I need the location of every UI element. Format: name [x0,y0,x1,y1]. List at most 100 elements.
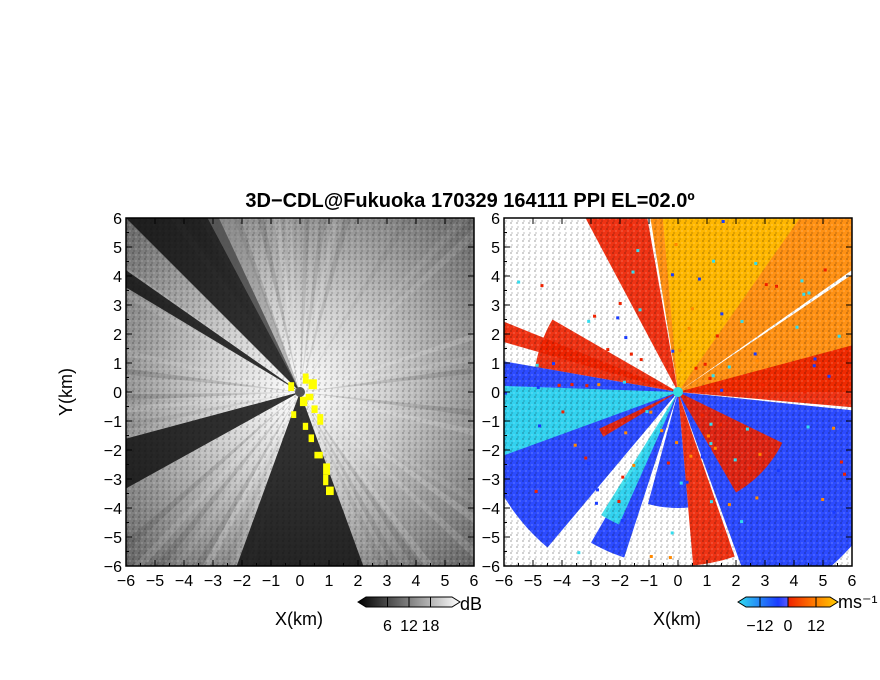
velocity-speckle [666,461,670,465]
velocity-speckle [753,352,757,356]
y-tick-label: −5 [104,530,122,547]
reflectivity-highlight [308,434,315,443]
velocity-speckle [754,261,758,265]
velocity-speckle [618,301,622,305]
velocity-speckle [832,510,836,514]
velocity-speckle [776,469,780,473]
reflectivity-colorbar-unit: dB [460,594,482,614]
colorbar-tick-label: 0 [784,618,793,635]
y-tick-label: 4 [113,269,122,286]
velocity-speckle [632,463,636,467]
x-tick-label: 1 [703,573,712,590]
velocity-speckle [670,425,674,429]
velocity-speckle [573,443,577,447]
velocity-speckle [727,503,731,507]
reflectivity-shadow-sector [126,392,300,489]
velocity-speckle [621,475,625,479]
velocity-speckle [827,374,831,378]
velocity-speckle [697,277,701,281]
velocity-speckle [700,455,704,459]
velocity-speckle [708,376,712,380]
velocity-speckle [594,501,598,505]
velocity-speckle [802,292,806,296]
reflectivity-shadow-edge [207,218,300,392]
velocity-speckle [597,383,601,387]
x-tick-label: 0 [674,573,683,590]
velocity-speckle [670,531,674,535]
velocity-speckle [561,410,565,414]
velocity-speckle [709,422,713,426]
velocity-speckle [711,374,715,378]
velocity-speckle [764,283,768,287]
velocity-speckle [678,348,682,352]
velocity-speckle [689,454,693,458]
y-tick-label: −4 [482,501,500,518]
velocity-speckle [538,424,542,428]
velocity-speckle [649,410,653,414]
velocity-speckle [570,383,574,387]
velocity-speckle [728,387,732,391]
reflectivity-axes: −6 −5 −4 −3 −2 −1 0 1 2 3 4 5 6 −6 −5 −4 −3 −2 −1 0 1 2 3 4 5 6 [104,211,479,590]
velocity-speckle [645,410,649,414]
reflectivity-highlight [314,451,323,459]
y-tick-label: 2 [113,327,122,344]
velocity-speckle [670,273,674,277]
velocity-speckle [617,499,621,503]
reflectivity-highlight [311,405,318,413]
x-tick-label: 2 [732,573,741,590]
velocity-speckle [675,441,679,445]
velocity-speckle [743,579,746,582]
reflectivity-shadow-sector [126,218,300,392]
reflectivity-shadow-sector [236,392,364,566]
velocity-speckle [709,442,713,446]
velocity-speckle [774,284,778,288]
velocity-speckle [812,364,816,368]
velocity-speckle [727,365,731,369]
x-tick-label: 2 [354,573,363,590]
x-tick-label: 5 [819,573,828,590]
velocity-speckle [629,352,633,356]
velocity-speckle [685,480,689,484]
velocity-speckle [577,551,581,555]
x-tick-label: 5 [441,573,450,590]
velocity-speckle [557,383,561,387]
velocity-speckle [631,270,635,274]
velocity-speckle [728,174,731,177]
velocity-speckle [832,426,836,430]
velocity-speckle [713,446,717,450]
velocity-speckle [628,223,632,227]
velocity-speckle [674,243,678,247]
y-tick-label: −1 [104,414,122,431]
velocity-speckle [796,197,799,200]
velocity-speckle [745,427,749,431]
velocity-speckle [837,334,841,338]
velocity-speckle [587,319,591,323]
y-tick-label: 3 [113,298,122,315]
velocity-speckle [806,425,810,429]
velocity-speckle [671,349,675,353]
velocity-speckle [536,385,540,389]
reflectivity-highlight [308,379,317,390]
reflectivity-colorbar: 6 12 18 [357,596,461,635]
x-tick-label: 3 [383,573,392,590]
x-tick-label: −5 [524,573,542,590]
x-tick-label: 4 [790,573,799,590]
y-tick-label: −6 [104,559,122,576]
velocity-speckle [718,423,722,427]
velocity-panel: −6 −5 −4 −3 −2 −1 0 1 2 3 4 5 6 −6 −5 −4 −3 −2 −1 0 1 2 3 4 5 6 [478,174,857,590]
y-tick-label: 0 [113,385,122,402]
velocity-speckle [585,384,589,388]
velocity-colorbar: −12 0 12 [737,596,839,635]
velocity-speckle [668,556,672,560]
x-tick-label: −5 [146,573,164,590]
velocity-speckle [763,336,767,340]
velocity-speckle [498,497,501,500]
velocity-speckle [478,402,481,405]
velocity-speckle [711,178,714,181]
x-tick-label: 4 [412,573,421,590]
velocity-speckle [712,259,716,263]
velocity-speckle [624,336,628,340]
y-tick-label: 5 [491,240,500,257]
x-tick-label: 1 [325,573,334,590]
y-tick-label: 4 [491,269,500,286]
